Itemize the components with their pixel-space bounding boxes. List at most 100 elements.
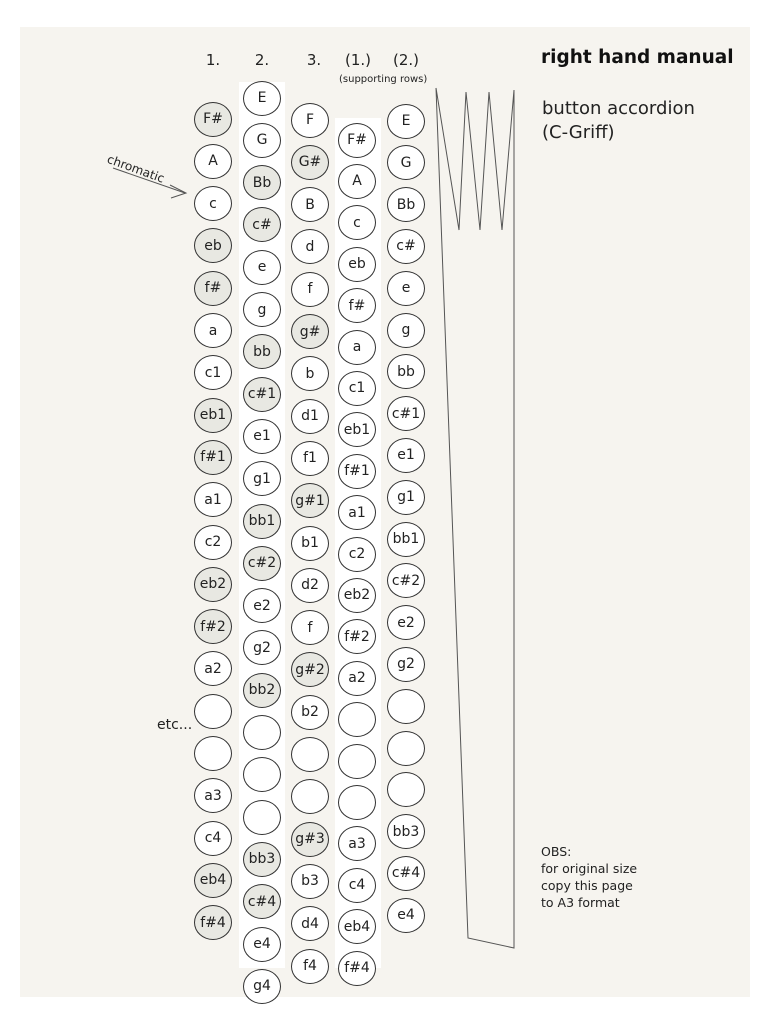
button-col5-14: g2 bbox=[387, 646, 425, 682]
button-col2-18 bbox=[243, 799, 281, 835]
button-col4-17 bbox=[338, 784, 376, 820]
button-col3-20: d4 bbox=[291, 906, 329, 942]
button-col5-4: c# bbox=[387, 228, 425, 264]
column-header-1: 1. bbox=[205, 51, 221, 69]
button-col2-9: e1 bbox=[243, 418, 281, 454]
button-col3-21: f4 bbox=[291, 948, 329, 984]
button-col2-13: e2 bbox=[243, 588, 281, 624]
button-col2-2: G bbox=[243, 122, 281, 158]
button-col2-16 bbox=[243, 715, 281, 750]
button-col3-17 bbox=[291, 779, 329, 815]
button-col1-13: f#2 bbox=[194, 609, 232, 645]
button-col2-10: g1 bbox=[243, 461, 281, 497]
button-col4-1: F# bbox=[338, 122, 376, 158]
button-col2-11: bb1 bbox=[243, 503, 281, 539]
button-col3-15: b2 bbox=[291, 694, 329, 730]
button-col1-3: c bbox=[194, 186, 232, 222]
button-col3-8: d1 bbox=[291, 398, 329, 434]
button-col2-4: c# bbox=[243, 207, 281, 243]
button-col1-10: a1 bbox=[194, 482, 232, 518]
button-col2-21: e4 bbox=[243, 926, 281, 962]
button-col2-6: g bbox=[243, 292, 281, 327]
button-col2-17 bbox=[243, 757, 281, 793]
page-subtitle: button accordion (C-Griff) bbox=[542, 97, 695, 145]
button-col2-22: g4 bbox=[243, 968, 281, 1004]
button-col1-2: A bbox=[194, 143, 232, 179]
button-col4-6: a bbox=[338, 329, 376, 365]
supporting-rows-label: (supporting rows) bbox=[339, 74, 428, 85]
button-col2-3: Bb bbox=[243, 165, 281, 201]
button-col5-1: E bbox=[387, 103, 425, 139]
button-col4-3: c bbox=[338, 205, 376, 241]
note-line-2: for original size bbox=[541, 861, 638, 876]
button-col1-17: a3 bbox=[194, 778, 232, 814]
button-col3-10: g#1 bbox=[291, 483, 329, 519]
button-col1-12: eb2 bbox=[194, 566, 232, 602]
button-col2-1: E bbox=[243, 80, 281, 116]
button-col1-20: f#4 bbox=[194, 905, 232, 941]
button-col1-18: c4 bbox=[194, 820, 232, 856]
note-line-1: OBS: bbox=[541, 844, 572, 859]
button-col5-15 bbox=[387, 688, 425, 724]
button-col1-1: F# bbox=[194, 101, 232, 137]
note-text: OBS: for original size copy this page to… bbox=[541, 843, 637, 911]
button-col1-8: eb1 bbox=[194, 397, 232, 433]
button-col5-20: e4 bbox=[387, 897, 425, 933]
button-col3-11: b1 bbox=[291, 525, 329, 561]
button-col5-12: c#2 bbox=[387, 563, 425, 599]
button-col3-4: d bbox=[291, 229, 329, 265]
button-col5-16 bbox=[387, 730, 425, 766]
column-header-supporting-1: (1.) bbox=[344, 51, 371, 69]
button-col1-14: a2 bbox=[194, 651, 232, 687]
button-col3-5: f bbox=[291, 271, 329, 307]
button-col3-13: f bbox=[291, 610, 329, 646]
button-col4-7: c1 bbox=[338, 370, 376, 406]
button-col1-16 bbox=[194, 736, 232, 771]
note-line-4: to A3 format bbox=[541, 895, 620, 910]
button-col5-10: g1 bbox=[387, 479, 425, 515]
button-col5-17 bbox=[387, 772, 425, 808]
button-col4-8: eb1 bbox=[338, 412, 376, 448]
etc-label: etc... bbox=[157, 717, 193, 733]
chromatic-arrow-head bbox=[169, 184, 188, 199]
button-col4-18: a3 bbox=[338, 826, 376, 862]
button-col5-18: bb3 bbox=[387, 814, 425, 850]
button-col1-11: c2 bbox=[194, 524, 232, 560]
button-col4-13: f#2 bbox=[338, 619, 376, 655]
page-title: right hand manual bbox=[541, 47, 734, 68]
button-col5-3: Bb bbox=[387, 187, 425, 223]
button-col4-2: A bbox=[338, 163, 376, 199]
bellows-zigzag bbox=[435, 87, 515, 949]
button-col5-6: g bbox=[387, 312, 425, 348]
button-col1-9: f#1 bbox=[194, 439, 232, 475]
button-col1-15 bbox=[194, 693, 232, 729]
column-header-2: 2. bbox=[254, 51, 270, 69]
button-col3-7: b bbox=[291, 356, 329, 392]
button-col4-10: a1 bbox=[338, 495, 376, 531]
button-col3-19: b3 bbox=[291, 863, 329, 899]
button-col3-3: B bbox=[291, 187, 329, 223]
button-col4-15 bbox=[338, 702, 376, 738]
button-col2-15: bb2 bbox=[243, 672, 281, 708]
button-col1-4: eb bbox=[194, 228, 232, 264]
button-col3-16 bbox=[291, 737, 329, 772]
button-col4-19: c4 bbox=[338, 867, 376, 903]
button-col4-21: f#4 bbox=[338, 950, 376, 986]
button-col5-9: e1 bbox=[387, 437, 425, 473]
button-col5-11: bb1 bbox=[387, 521, 425, 557]
button-col5-13: e2 bbox=[387, 605, 425, 641]
button-col3-1: F bbox=[291, 102, 329, 138]
button-col1-7: c1 bbox=[194, 355, 232, 391]
column-header-supporting-2: (2.) bbox=[392, 51, 419, 69]
note-line-3: copy this page bbox=[541, 878, 633, 893]
button-col4-4: eb bbox=[338, 246, 376, 282]
button-col2-8: c#1 bbox=[243, 376, 281, 412]
button-col2-19: bb3 bbox=[243, 841, 281, 877]
button-col3-2: G# bbox=[291, 144, 329, 180]
button-col2-12: c#2 bbox=[243, 545, 281, 581]
column-header-3: 3. bbox=[306, 51, 322, 69]
button-col3-14: g#2 bbox=[291, 652, 329, 688]
button-col4-5: f# bbox=[338, 288, 376, 324]
